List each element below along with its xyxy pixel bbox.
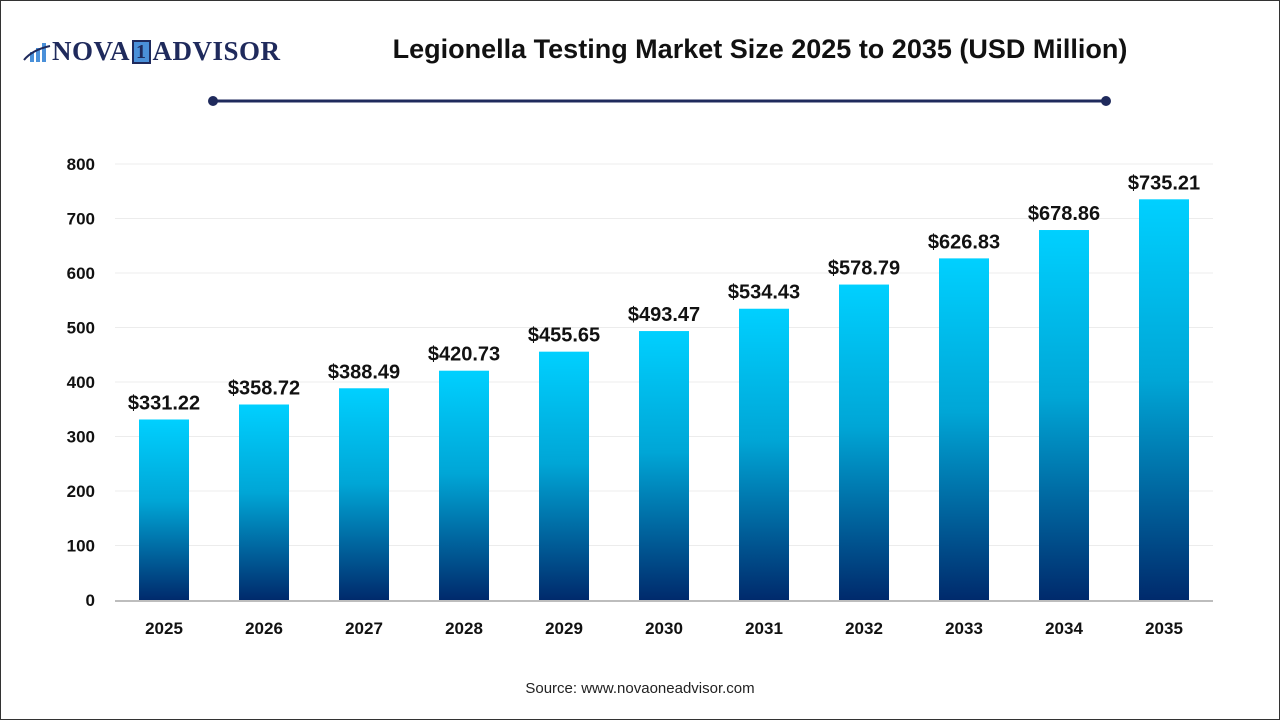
data-label: $678.86: [1028, 203, 1100, 225]
x-tick-label: 2033: [945, 619, 983, 638]
x-tick-label: 2025: [145, 619, 183, 638]
bar-2032: [839, 284, 889, 600]
bar-2028: [439, 370, 489, 600]
bar-2035: [1139, 199, 1189, 600]
bar-2034: [1039, 230, 1089, 600]
x-tick-label: 2030: [645, 619, 683, 638]
x-tick-label: 2035: [1145, 619, 1183, 638]
bar-2033: [939, 258, 989, 600]
y-tick-label: 800: [67, 155, 95, 174]
logo-text-one: 1: [132, 39, 151, 64]
x-tick-label: 2028: [445, 619, 483, 638]
data-label: $455.65: [528, 325, 600, 347]
x-tick-label: 2032: [845, 619, 883, 638]
title-rule: [208, 96, 1111, 106]
bar-2025: [139, 419, 189, 600]
bar-chart-logo-icon: [23, 42, 51, 62]
x-tick-label: 2027: [345, 619, 383, 638]
bar-2027: [339, 388, 389, 600]
y-tick-label: 600: [67, 264, 95, 283]
y-tick-label: 100: [67, 537, 95, 556]
x-tick-label: 2034: [1045, 619, 1083, 638]
data-label: $420.73: [428, 344, 500, 366]
data-label: $626.83: [928, 231, 1000, 253]
y-tick-label: 0: [86, 591, 95, 610]
logo-text-advisor: ADVISOR: [152, 36, 281, 66]
data-label: $331.22: [128, 392, 200, 414]
y-tick-label: 300: [67, 428, 95, 447]
y-tick-label: 400: [67, 373, 95, 392]
x-tick-label: 2029: [545, 619, 583, 638]
bar-2026: [239, 404, 289, 600]
bar-2029: [539, 351, 589, 600]
x-tick-label: 2026: [245, 619, 283, 638]
data-label: $388.49: [328, 361, 400, 383]
nova-advisor-logo: NOVA 1 ADVISOR: [22, 36, 281, 67]
x-tick-label: 2031: [745, 619, 783, 638]
bar-2030: [639, 331, 689, 600]
data-label: $578.79: [828, 258, 900, 280]
y-tick-label: 700: [67, 210, 95, 229]
y-tick-label: 200: [67, 482, 95, 501]
data-label: $735.21: [1128, 172, 1200, 194]
bar-2031: [739, 308, 789, 600]
logo-text-nova: NOVA: [52, 36, 131, 66]
data-label: $493.47: [628, 304, 700, 326]
chart-title: Legionella Testing Market Size 2025 to 2…: [392, 34, 1128, 64]
data-label: $534.43: [728, 282, 800, 304]
source-note: Source: www.novaoneadvisor.com: [525, 680, 755, 697]
data-label: $358.72: [228, 377, 300, 399]
y-tick-label: 500: [67, 319, 95, 338]
